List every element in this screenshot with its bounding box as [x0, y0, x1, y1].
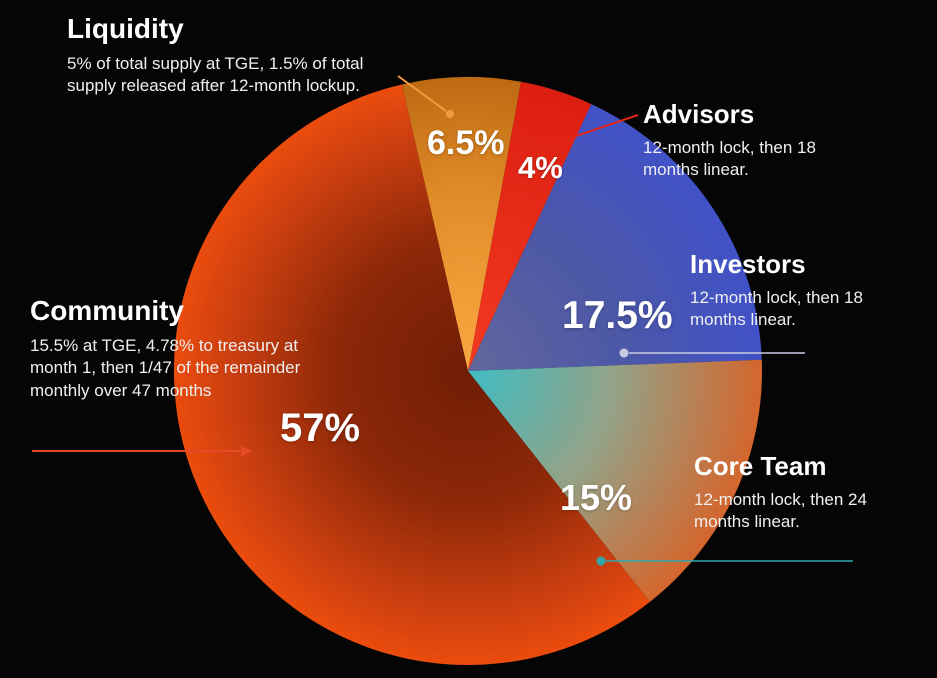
investors-annotation: Investors 12-month lock, then 18 months …	[690, 250, 895, 331]
community-annotation: Community 15.5% at TGE, 4.78% to treasur…	[30, 295, 318, 402]
core-team-description: 12-month lock, then 24 months linear.	[694, 489, 867, 532]
advisors-percent-label: 4%	[518, 150, 563, 185]
liquidity-percent-label: 6.5%	[427, 124, 505, 162]
pie-slice-advisors	[468, 81, 592, 372]
liquidity-description: 5% of total supply at TGE, 1.5% of total…	[67, 53, 364, 96]
advisors-description: 12-month lock, then 18 months linear.	[643, 137, 816, 180]
advisors-callout-line	[566, 114, 639, 140]
investors-callout-dot	[619, 348, 629, 358]
liquidity-title: Liquidity	[67, 13, 184, 44]
core-team-annotation: Core Team 12-month lock, then 24 months …	[694, 452, 899, 533]
community-callout-arrow	[241, 445, 252, 457]
pie-slice-investors	[468, 104, 762, 371]
investors-title: Investors	[690, 249, 806, 279]
liquidity-callout-dot	[446, 110, 454, 118]
community-title: Community	[30, 295, 184, 326]
advisors-callout-dot	[559, 137, 567, 145]
core-team-callout-dot	[596, 556, 606, 566]
core-team-title: Core Team	[694, 451, 827, 481]
community-description: 15.5% at TGE, 4.78% to treasury at month…	[30, 335, 301, 400]
core-team-percent-label: 15%	[560, 477, 633, 518]
pie-slice-liquidity	[401, 76, 522, 371]
pie-slice-core-team	[468, 359, 763, 602]
advisors-annotation: Advisors 12-month lock, then 18 months l…	[643, 100, 843, 181]
liquidity-callout-line	[397, 75, 447, 112]
investors-description: 12-month lock, then 18 months linear.	[690, 287, 863, 330]
investors-percent-label: 17.5%	[562, 294, 673, 337]
liquidity-annotation: Liquidity 5% of total supply at TGE, 1.5…	[67, 13, 392, 98]
pie-slice-community	[173, 84, 650, 665]
advisors-title: Advisors	[643, 99, 755, 129]
community-percent-label: 57%	[280, 406, 361, 450]
